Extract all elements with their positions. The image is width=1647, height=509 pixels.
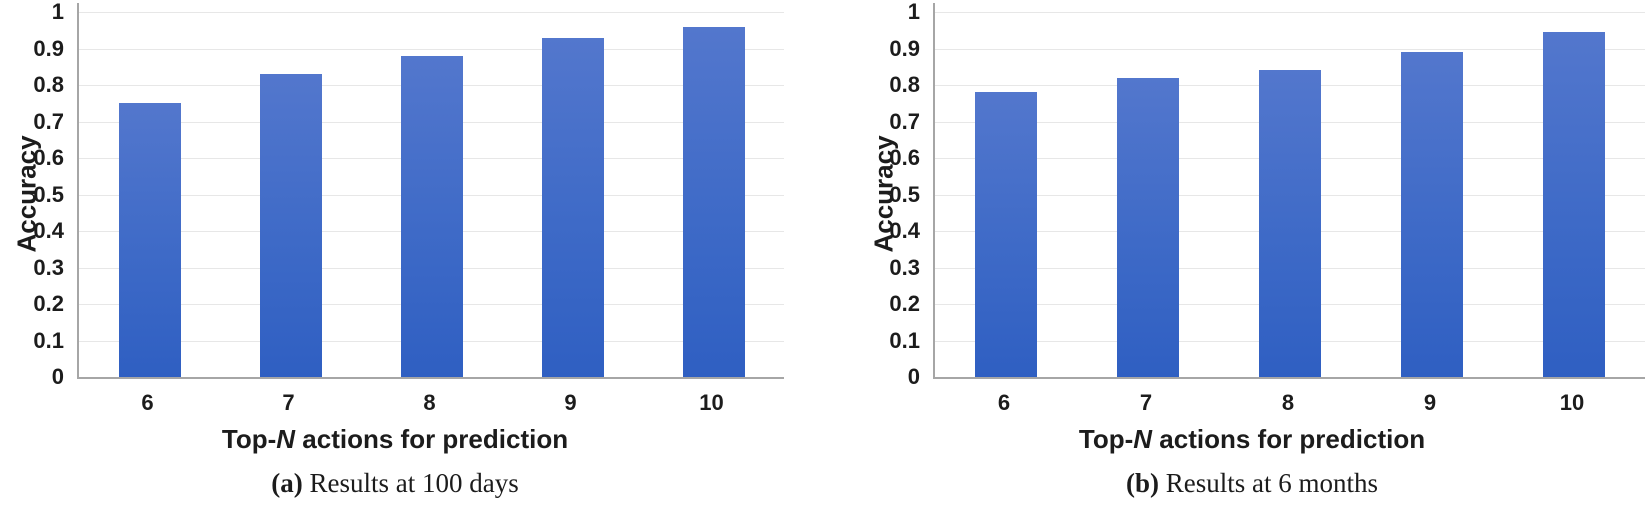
gridline: [79, 48, 784, 50]
subfigure-caption: (a) Results at 100 days: [0, 468, 790, 499]
bar-top8: [1259, 70, 1321, 377]
gridline: [79, 12, 784, 13]
y-tick-label: 0.4: [889, 218, 920, 243]
bar-top10: [682, 26, 745, 377]
bar-top9: [1401, 52, 1463, 377]
caption-label: (b): [1125, 468, 1159, 498]
x-tick-label: 6: [997, 390, 1011, 415]
bar-top6: [118, 103, 181, 377]
caption-text: Results at 100 days: [309, 468, 519, 498]
caption-text: Results at 6 months: [1165, 468, 1378, 498]
y-tick-label: 0.9: [889, 35, 920, 61]
x-tick-label: 9: [1423, 390, 1437, 415]
x-axis-title-prefix: Top-: [1078, 424, 1134, 454]
x-tick-label: 6: [141, 390, 154, 415]
bar-top7: [259, 74, 322, 377]
y-tick-label: 0.3: [889, 254, 920, 280]
y-tick-label: 0: [907, 364, 920, 389]
y-tick-label: 0.2: [33, 291, 64, 316]
y-axis-line: [77, 3, 79, 12]
chart-panel-b: Accuracy 0 0.1 0.2 0.3 0.4 0.5 0.6 0.7 0.8 0.9 1 6…: [857, 0, 1647, 509]
x-axis-title: Top-N actions for prediction: [857, 424, 1647, 455]
y-tick-label: 0.3: [33, 254, 64, 280]
y-tick-label: 0.8: [889, 72, 920, 97]
x-tick-label: 8: [423, 390, 436, 415]
x-axis-tick-labels: 6 7 8 9 10: [933, 392, 1643, 420]
gridline: [935, 12, 1645, 13]
caption-label: (a): [271, 468, 303, 498]
y-tick-label: 0.5: [889, 181, 920, 207]
x-axis-tick-labels: 6 7 8 9 10: [77, 392, 782, 420]
x-tick-label: 8: [1281, 390, 1295, 415]
chart-panel-a: Accuracy 0 0.1 0.2 0.3 0.4 0.5 0.6 0.7 0.8 0.9 1 6…: [0, 0, 790, 509]
y-tick-label: 0.8: [33, 72, 64, 97]
gridline: [935, 48, 1645, 50]
y-tick-label: 0.7: [889, 108, 920, 134]
bar-top7: [1117, 77, 1179, 377]
plot-area: [933, 3, 1645, 379]
y-tick-label: 0.1: [889, 327, 920, 353]
x-axis-title-prefix: Top-: [221, 424, 277, 454]
y-tick-label: 0.6: [33, 145, 64, 170]
y-tick-label: 1: [51, 0, 64, 24]
plot-area: [77, 3, 784, 379]
x-tick-label: 7: [282, 390, 295, 415]
bar-top9: [541, 37, 604, 377]
x-tick-label: 10: [1559, 390, 1585, 415]
x-tick-label: 10: [699, 390, 724, 415]
y-tick-label: 0.5: [33, 181, 64, 207]
y-axis-tick-labels: 0 0.1 0.2 0.3 0.4 0.5 0.6 0.7 0.8 0.9 1: [0, 1, 64, 388]
y-tick-label: 0: [51, 364, 64, 389]
x-tick-label: 9: [564, 390, 577, 415]
bar-top8: [400, 55, 463, 377]
x-axis-title: Top-N actions for prediction: [0, 424, 790, 455]
bar-top6: [975, 92, 1037, 377]
y-tick-label: 1: [907, 0, 920, 24]
y-axis-line: [933, 3, 935, 12]
x-axis-title-suffix: actions for prediction: [295, 424, 569, 454]
bar-top10: [1543, 32, 1605, 377]
x-axis-title-suffix: actions for prediction: [1152, 424, 1426, 454]
x-axis-title-italic-n: N: [276, 424, 296, 454]
x-tick-label: 7: [1139, 390, 1153, 415]
y-axis-tick-labels: 0 0.1 0.2 0.3 0.4 0.5 0.6 0.7 0.8 0.9 1: [857, 1, 920, 388]
y-tick-label: 0.7: [33, 108, 64, 134]
subfigure-caption: (b) Results at 6 months: [857, 468, 1647, 499]
y-tick-label: 0.1: [33, 327, 64, 353]
x-axis-title-italic-n: N: [1133, 424, 1153, 454]
y-tick-label: 0.9: [33, 35, 64, 61]
y-tick-label: 0.4: [33, 218, 64, 243]
y-tick-label: 0.2: [889, 291, 920, 316]
y-tick-label: 0.6: [889, 145, 920, 170]
